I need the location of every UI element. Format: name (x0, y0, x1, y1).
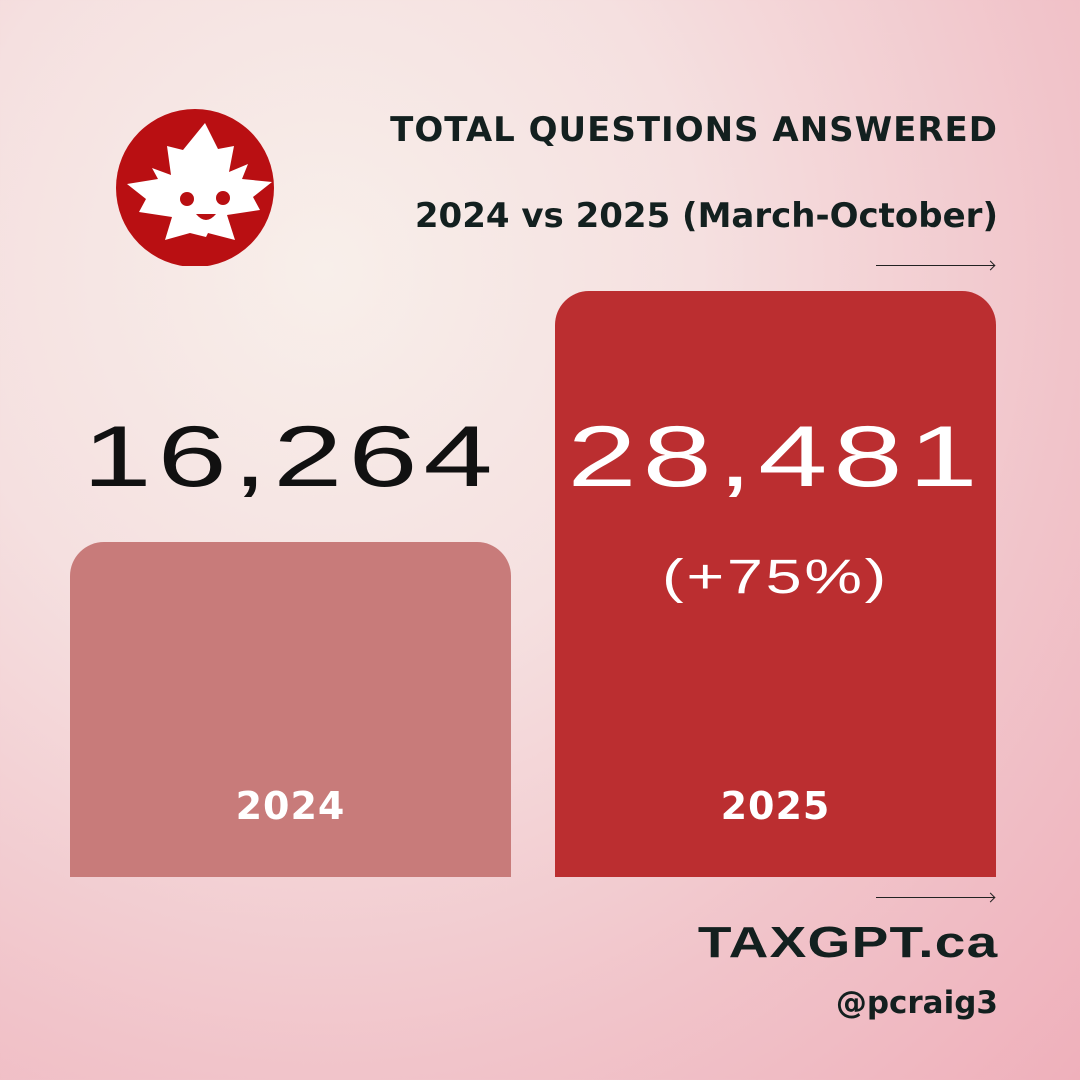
social-handle: @pcraig3 (835, 985, 998, 1021)
brand-link[interactable]: TAXGPT.ca (697, 918, 998, 967)
category-label-2025: 2025 (720, 784, 831, 828)
chart-subtitle: 2024 vs 2025 (March-October) (414, 196, 998, 236)
arrow-icon (876, 265, 994, 266)
category-label-2024: 2024 (235, 784, 346, 828)
value-label-2025: 28,481 (567, 409, 984, 505)
value-label-2024: 16,264 (82, 409, 499, 505)
logo (108, 109, 283, 267)
percent-change-label: (+75%) (662, 551, 889, 604)
arrow-icon (876, 897, 994, 898)
chart-title: TOTAL QUESTIONS ANSWERED (390, 110, 998, 150)
bar-2024 (70, 542, 511, 877)
smiling-maple-leaf-icon (116, 109, 274, 267)
bar-2025 (555, 291, 996, 877)
